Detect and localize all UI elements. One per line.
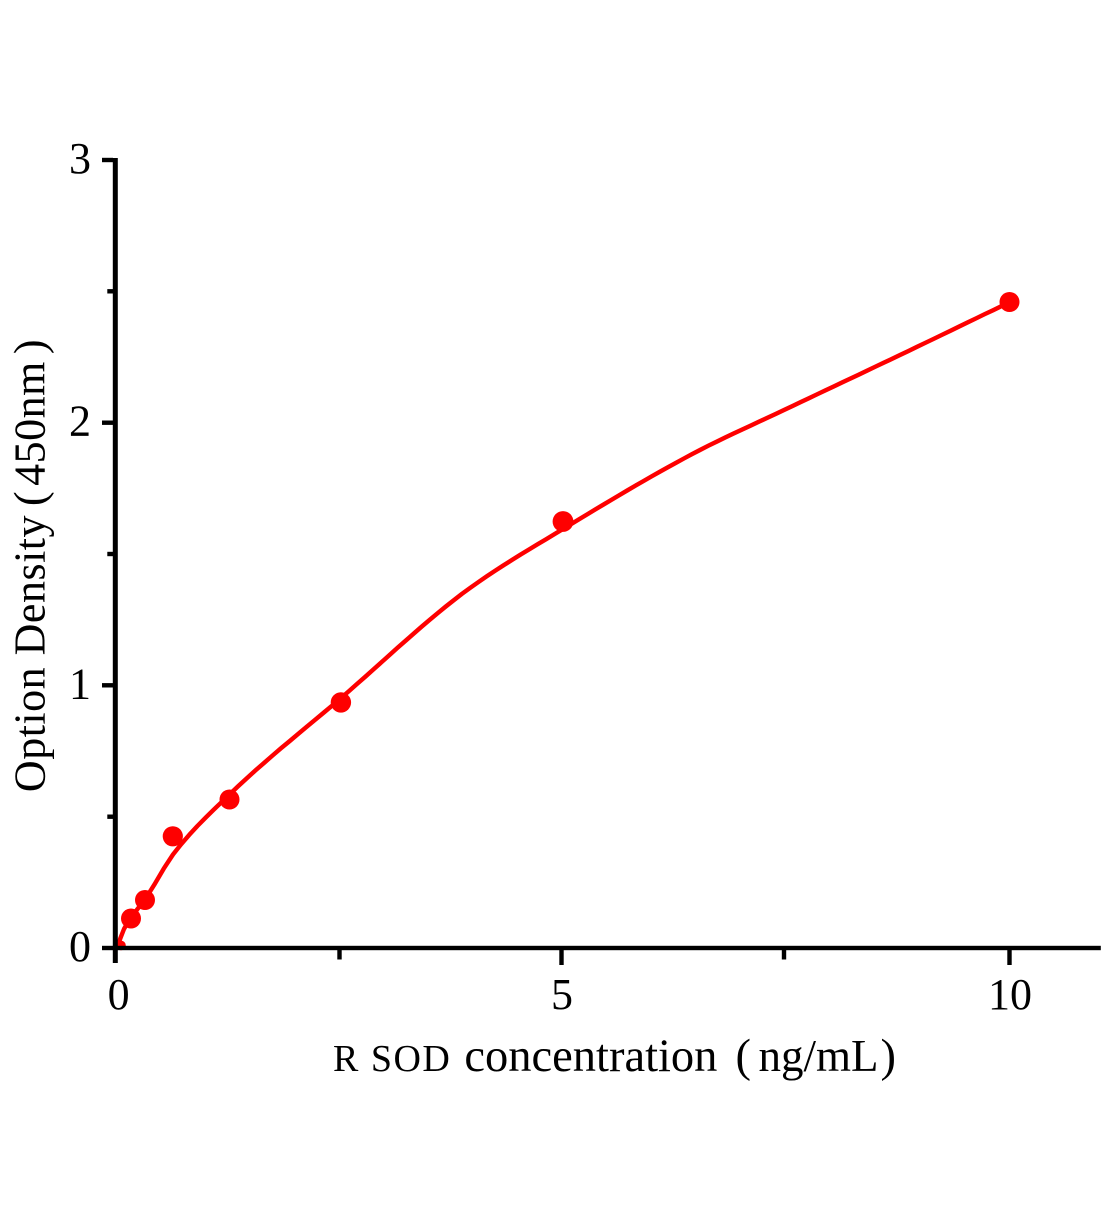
svg-text:10: 10 bbox=[988, 970, 1032, 1019]
svg-text:0: 0 bbox=[69, 922, 91, 971]
svg-text:Option Density(450nm): Option Density(450nm) bbox=[6, 339, 55, 792]
svg-text:2: 2 bbox=[69, 397, 91, 446]
svg-text:5: 5 bbox=[551, 970, 573, 1019]
svg-text:1: 1 bbox=[69, 659, 91, 708]
svg-text:0: 0 bbox=[108, 970, 130, 1019]
svg-text:3: 3 bbox=[69, 134, 91, 183]
